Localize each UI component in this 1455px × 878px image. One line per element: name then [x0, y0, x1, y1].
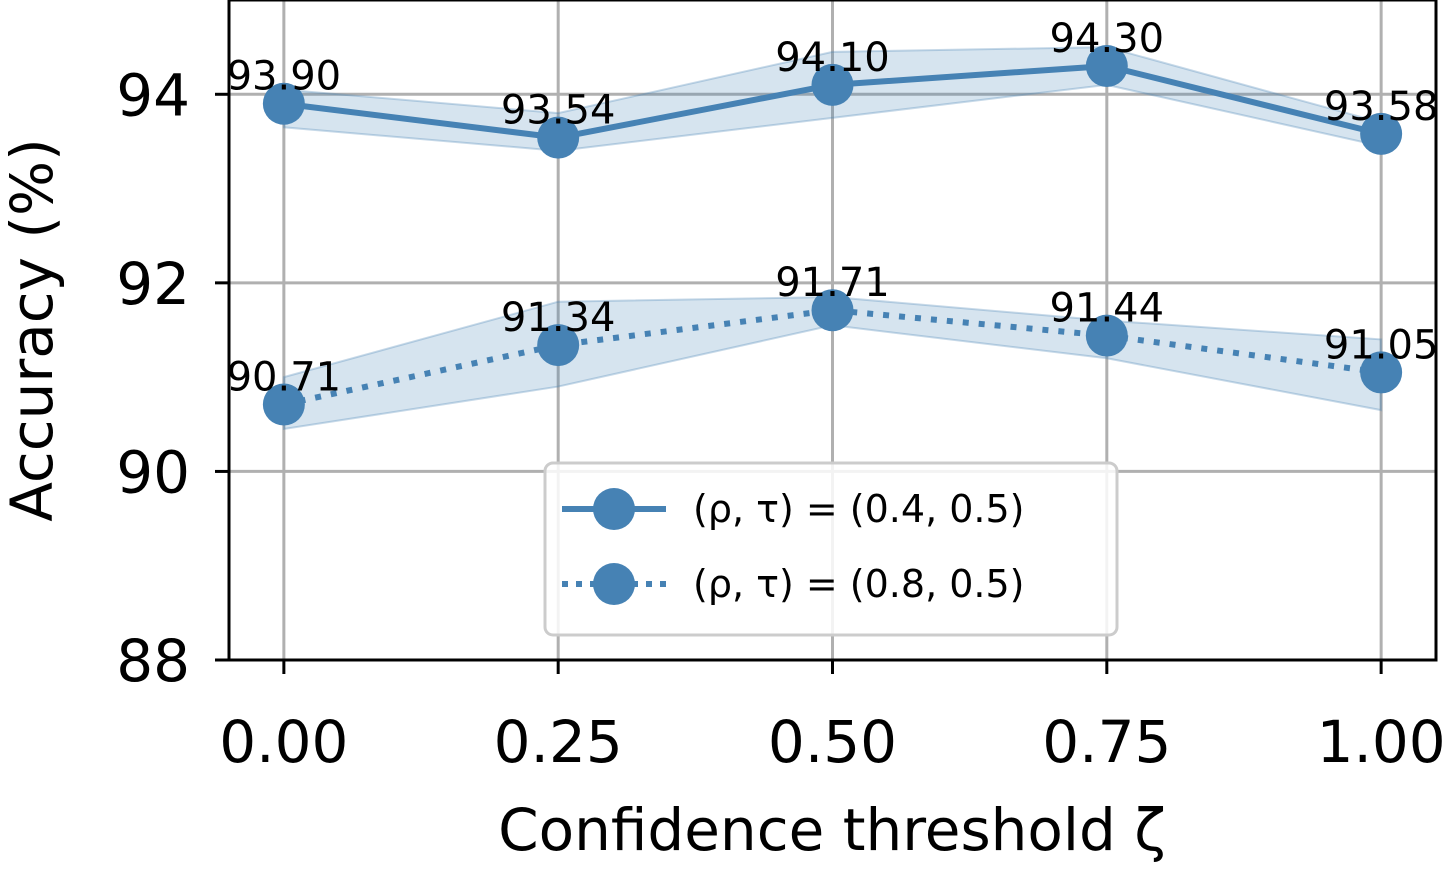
legend-marker-solid [593, 488, 635, 530]
data-label-series-0: 93.90 [227, 54, 342, 100]
data-point-series-1 [262, 383, 305, 426]
data-label-series-1: 91.34 [501, 295, 616, 341]
data-point-series-0 [537, 116, 580, 159]
data-point-series-1 [811, 289, 854, 332]
data-label-series-1: 91.05 [1324, 322, 1439, 368]
legend-box [543, 461, 1119, 637]
legend: (ρ, τ) = (0.4, 0.5) (ρ, τ) = (0.8, 0.5) [543, 461, 1119, 637]
data-label-series-0: 94.10 [775, 35, 890, 81]
data-label-series-0: 93.58 [1324, 84, 1439, 130]
data-point-series-1 [537, 324, 580, 367]
data-label-series-1: 91.44 [1050, 286, 1165, 332]
x-tick-label: 0.75 [1042, 708, 1171, 776]
data-point-series-0 [262, 82, 305, 125]
y-tick-label: 90 [116, 438, 190, 506]
x-axis-title: Confidence threshold ζ [498, 796, 1166, 864]
legend-label-dotted: (ρ, τ) = (0.8, 0.5) [693, 562, 1024, 606]
data-point-series-1 [1360, 351, 1403, 394]
legend-label-solid: (ρ, τ) = (0.4, 0.5) [693, 487, 1024, 531]
y-tick-label: 88 [116, 627, 190, 695]
axis-ticks: 0.00 0.25 0.50 0.75 1.00 88 90 92 94 [116, 61, 1446, 776]
x-tick-label: 1.00 [1317, 708, 1446, 776]
data-labels: 93.90 93.54 94.10 94.30 93.58 90.71 91.34 91.71… [227, 16, 1439, 400]
y-axis-title: Accuracy (%) [0, 138, 66, 522]
series-markers [262, 45, 1403, 426]
y-tick-label: 94 [116, 61, 190, 129]
data-label-series-0: 93.54 [501, 88, 616, 134]
y-tick-label: 92 [116, 250, 190, 318]
x-tick-label: 0.00 [219, 708, 348, 776]
data-point-series-0 [1085, 45, 1128, 87]
data-point-series-0 [811, 63, 854, 106]
data-label-series-0: 94.30 [1050, 16, 1165, 62]
x-tick-label: 0.25 [494, 708, 623, 776]
legend-marker-dotted [593, 563, 635, 605]
data-point-series-1 [1085, 314, 1128, 357]
x-tick-label: 0.50 [768, 708, 897, 776]
data-point-series-0 [1360, 112, 1403, 155]
data-label-series-1: 90.71 [227, 354, 342, 400]
data-label-series-1: 91.71 [775, 260, 890, 306]
